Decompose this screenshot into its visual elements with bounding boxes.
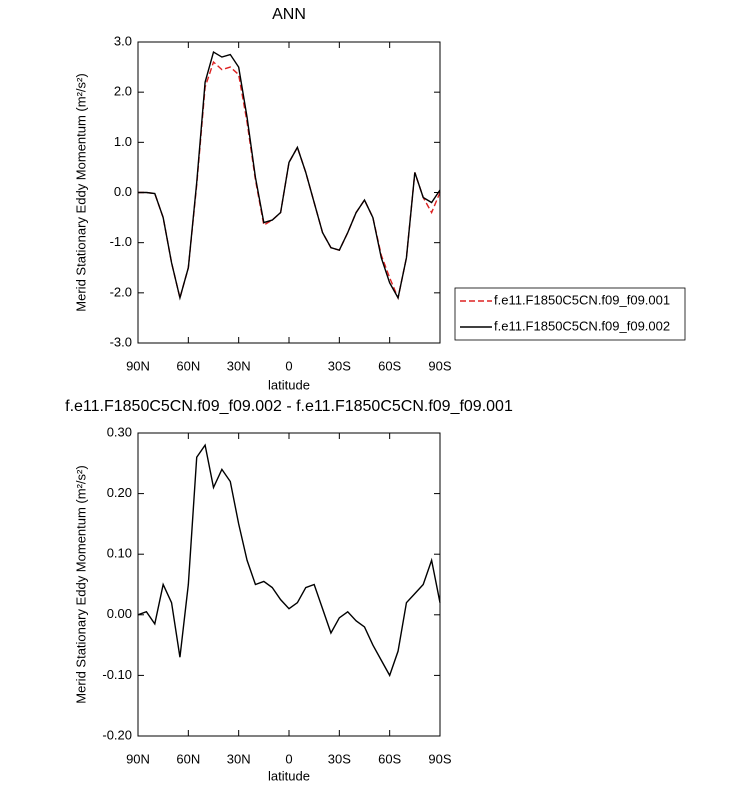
x-tick-label: 90N [126,751,150,766]
y-tick-label: -3.0 [110,334,132,349]
x-axis-label: latitude [268,768,310,783]
plot-frame [137,432,441,737]
chart-title: f.e11.F1850C5CN.f09_f09.002 - f.e11.F185… [65,398,513,415]
x-tick-label: 60S [378,751,401,766]
series-line [138,50,441,301]
plot-frame [137,41,441,344]
y-tick-label: 0.20 [107,485,132,500]
y-tick-label: 0.10 [107,546,132,561]
x-axis-label: latitude [268,377,310,392]
legend-box [454,287,686,341]
x-tick-label: 0 [285,751,292,766]
y-tick-label: 1.0 [114,134,132,149]
x-tick-label: 0 [285,358,292,373]
x-tick-label: 60N [176,751,200,766]
x-tick-label: 90S [428,358,451,373]
x-tick-label: 60S [378,358,401,373]
chart-title: ANN [272,6,306,23]
y-tick-label: -0.10 [102,667,132,682]
x-tick-label: 30S [328,751,351,766]
x-tick-label: 90S [428,751,451,766]
y-tick-label: 0.0 [114,184,132,199]
y-tick-label: 0.30 [107,424,132,439]
series-line [137,443,441,678]
x-tick-label: 30N [227,358,251,373]
x-tick-label: 30N [227,751,251,766]
x-tick-label: 90N [126,358,150,373]
y-tick-label: 2.0 [114,84,132,99]
legend-label: f.e11.F1850C5CN.f09_f09.002 [494,318,670,333]
series-line [138,60,441,301]
legend-label: f.e11.F1850C5CN.f09_f09.001 [494,292,670,307]
y-tick-label: 3.0 [114,33,132,48]
y-axis-label: Merid Stationary Eddy Momentum (m²/s²) [73,465,88,703]
x-tick-label: 30S [328,358,351,373]
y-tick-label: 0.00 [107,606,132,621]
y-tick-label: -1.0 [110,234,132,249]
x-tick-label: 60N [176,358,200,373]
y-tick-label: -0.20 [102,727,132,742]
y-axis-label: Merid Stationary Eddy Momentum (m²/s²) [73,73,88,311]
y-tick-label: -2.0 [110,284,132,299]
